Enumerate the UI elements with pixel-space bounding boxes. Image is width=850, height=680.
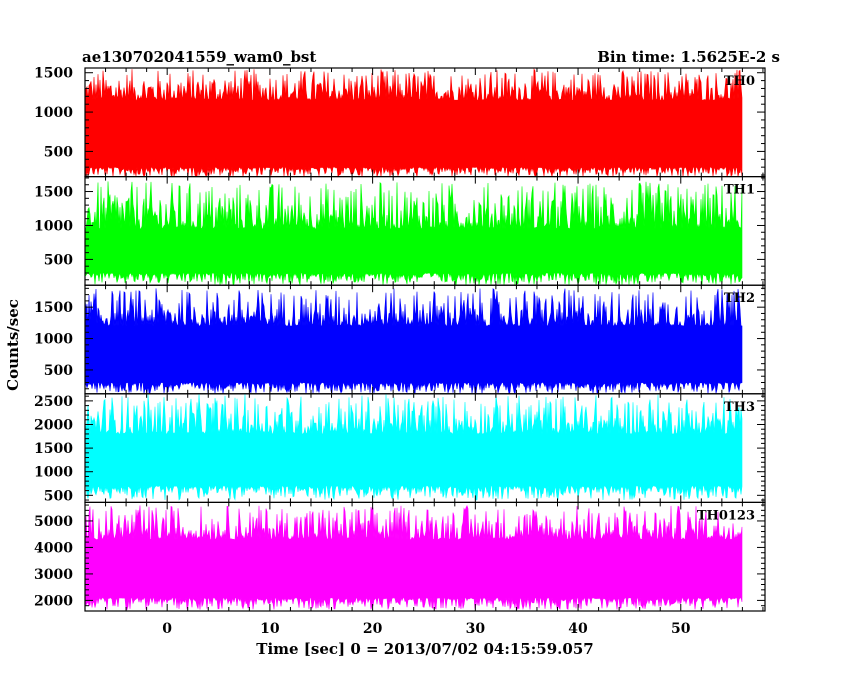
- y-tick-label: 1000: [34, 218, 73, 234]
- y-tick-label: 500: [44, 144, 73, 160]
- y-tick-label: 4000: [34, 540, 73, 556]
- panel-name-label: TH0: [724, 74, 755, 89]
- series-th0: [84, 68, 743, 178]
- x-tick-label: 40: [568, 621, 588, 637]
- y-tick-label: 1000: [34, 332, 73, 348]
- panel-th0: 500 1000 1500 TH0: [34, 66, 766, 178]
- y-axis-label: Counts/sec: [4, 299, 22, 391]
- x-tick-label: 20: [363, 621, 383, 637]
- y-tick-label: 2000: [34, 417, 73, 433]
- panel-name-label: TH0123: [697, 508, 755, 523]
- y-tick-label: 1000: [34, 465, 73, 481]
- y-tick-label: 2500: [34, 394, 73, 410]
- y-tick-label: 500: [44, 363, 73, 379]
- panel-th3: 500 1000 1500 2000 2500 TH3: [34, 393, 766, 504]
- x-tick-labels: 0 10 20 30 40 50: [162, 621, 690, 637]
- x-tick-label: 0: [162, 621, 172, 637]
- y-tick-label: 5000: [34, 514, 73, 530]
- y-tick-label: 1500: [34, 300, 73, 316]
- y-tick-label: 1500: [34, 185, 73, 201]
- panel-frame: [84, 501, 766, 612]
- panel-th0123: 2000 3000 4000 5000 TH0123: [34, 501, 766, 612]
- series-th2: [84, 288, 743, 395]
- y-tick-label: 2000: [34, 593, 73, 609]
- panel-th1: 500 1000 1500 TH1: [34, 176, 766, 286]
- series-th0123: [84, 505, 743, 611]
- x-tick-label: 30: [466, 621, 486, 637]
- panel-name-label: TH3: [724, 400, 755, 415]
- panel-name-label: TH1: [724, 183, 755, 198]
- panel-th2: 500 1000 1500 TH2: [34, 284, 766, 395]
- series-th3: [84, 393, 743, 501]
- figure-title: ae130702041559_wam0_bst: [82, 48, 316, 66]
- y-tick-label: 1500: [34, 66, 73, 82]
- y-tick-label: 500: [44, 252, 73, 268]
- y-tick-label: 1500: [34, 441, 73, 457]
- bin-time-label: Bin time: 1.5625E-2 s: [597, 48, 780, 66]
- y-tick-label: 1000: [34, 105, 73, 121]
- y-tick-label: 3000: [34, 567, 73, 583]
- panels-group: 500 1000 1500 TH0 500 1000 1500 TH1 500 1000 1500 T…: [34, 66, 766, 612]
- x-axis-label: Time [sec] 0 = 2013/07/02 04:15:59.057: [256, 640, 593, 658]
- series-th1: [84, 181, 743, 286]
- panel-name-label: TH2: [724, 291, 755, 306]
- y-tick-label: 500: [44, 488, 73, 504]
- x-tick-label: 10: [260, 621, 280, 637]
- x-tick-label: 50: [671, 621, 691, 637]
